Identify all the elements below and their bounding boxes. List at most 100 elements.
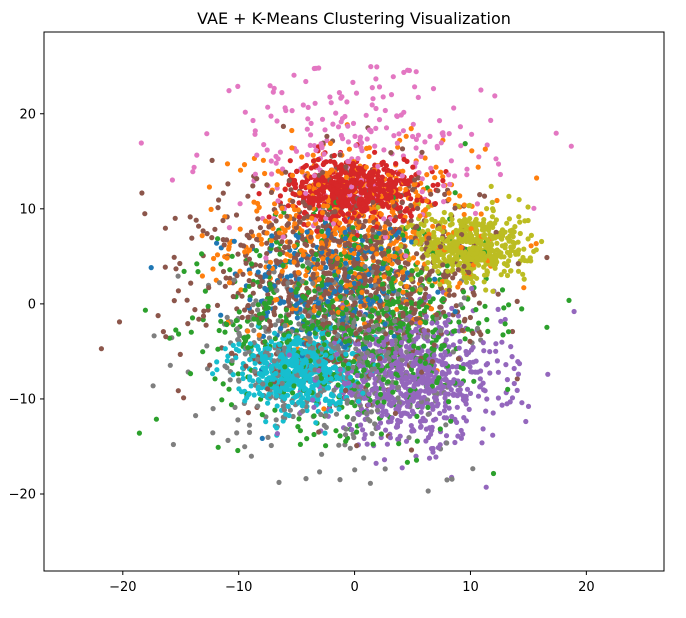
scatter-point (329, 285, 335, 291)
scatter-point (372, 380, 378, 387)
scatter-point (323, 215, 329, 221)
scatter-point (350, 120, 357, 126)
scatter-point (423, 438, 429, 444)
scatter-point (214, 302, 221, 308)
scatter-point (279, 394, 285, 400)
scatter-point (263, 365, 269, 371)
scatter-point (290, 390, 296, 396)
scatter-point (443, 415, 450, 421)
scatter-point (504, 272, 511, 279)
scatter-point (312, 288, 318, 294)
scatter-point (487, 370, 493, 376)
scatter-point (498, 272, 504, 278)
scatter-point (310, 158, 317, 164)
scatter-point (467, 390, 474, 396)
scatter-point (451, 292, 457, 298)
scatter-point (317, 217, 324, 223)
scatter-point (434, 315, 440, 321)
scatter-point (423, 313, 429, 320)
scatter-point (208, 206, 214, 212)
scatter-point (192, 307, 198, 313)
scatter-point (307, 379, 313, 385)
scatter-point (364, 441, 370, 447)
scatter-point (361, 455, 367, 461)
scatter-point (476, 300, 482, 306)
scatter-point (413, 326, 419, 332)
scatter-point (443, 361, 449, 367)
scatter-point (304, 436, 310, 442)
scatter-point (428, 165, 434, 171)
scatter-point (241, 162, 248, 168)
scatter-point (446, 131, 452, 137)
scatter-point (403, 133, 409, 139)
scatter-point (210, 430, 216, 436)
scatter-point (429, 383, 435, 389)
scatter-point (327, 94, 333, 100)
scatter-point (369, 431, 375, 437)
scatter-point (211, 255, 217, 262)
scatter-point (234, 273, 240, 279)
scatter-point (279, 384, 285, 390)
scatter-point (400, 289, 406, 295)
scatter-point (296, 214, 303, 220)
scatter-point (431, 264, 437, 270)
scatter-point (418, 269, 424, 276)
scatter-point (245, 410, 251, 416)
scatter-point (272, 330, 278, 336)
scatter-point (303, 190, 309, 196)
scatter-point (266, 270, 272, 276)
scatter-point (235, 417, 241, 423)
scatter-point (257, 283, 263, 289)
scatter-point (455, 284, 461, 290)
scatter-point (472, 369, 478, 375)
scatter-point (321, 406, 327, 412)
scatter-point (511, 365, 517, 372)
scatter-point (295, 424, 301, 430)
scatter-point (506, 193, 512, 199)
scatter-point (515, 261, 521, 267)
scatter-point (300, 252, 306, 258)
scatter-point (304, 229, 310, 235)
scatter-point (377, 420, 384, 426)
scatter-point (350, 350, 356, 356)
scatter-point (310, 242, 316, 248)
scatter-point (464, 218, 471, 224)
scatter-point (514, 387, 520, 393)
scatter-point (399, 465, 405, 471)
scatter-point (268, 442, 274, 449)
scatter-point (467, 314, 473, 321)
scatter-point (248, 229, 254, 235)
scatter-point (231, 238, 237, 244)
scatter-point (395, 384, 401, 391)
scatter-point (466, 250, 472, 257)
scatter-point (509, 231, 515, 237)
scatter-point (336, 406, 342, 412)
scatter-point (460, 289, 467, 295)
scatter-point (502, 316, 508, 323)
scatter-point (431, 417, 437, 423)
scatter-point (425, 260, 431, 266)
scatter-point (270, 89, 276, 95)
scatter-point (189, 235, 195, 241)
scatter-point (499, 339, 505, 345)
scatter-point (437, 304, 443, 310)
scatter-point (324, 133, 330, 139)
scatter-point (410, 121, 416, 127)
scatter-point (466, 406, 472, 412)
scatter-point (252, 360, 258, 366)
scatter-point (170, 441, 176, 448)
scatter-point (362, 432, 368, 438)
scatter-point (250, 302, 256, 308)
scatter-point (465, 326, 471, 332)
scatter-point (297, 428, 303, 434)
scatter-point (385, 167, 391, 173)
scatter-point (408, 126, 414, 132)
scatter-point (409, 408, 415, 414)
scatter-point (368, 283, 374, 289)
scatter-point (506, 216, 512, 222)
scatter-point (430, 314, 436, 320)
scatter-point (386, 253, 392, 259)
scatter-point (289, 127, 295, 134)
scatter-point (435, 268, 441, 275)
